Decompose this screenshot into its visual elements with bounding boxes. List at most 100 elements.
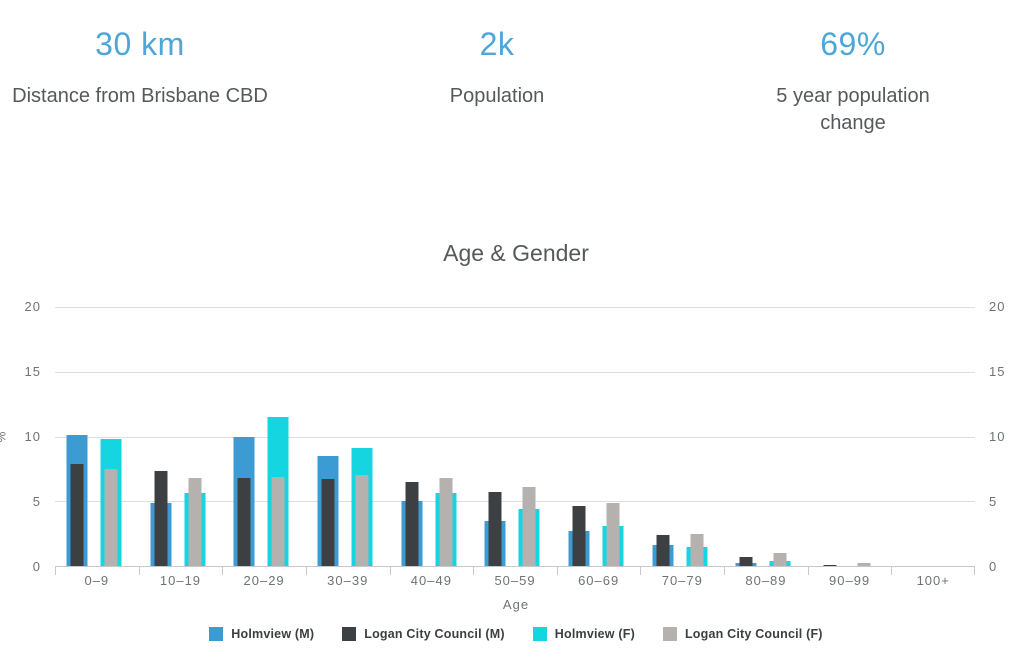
x-axis-spacer-left [0,573,55,588]
y-tick-label-left-15: 15 [24,364,41,379]
categories-container [55,307,976,575]
bar-cluster-1 [769,307,791,566]
x-axis-tick [222,567,224,575]
stat-distance: 30 km Distance from Brisbane CBD [12,27,268,110]
x-axis-category-label-10-19: 10–19 [159,573,202,588]
x-axis-tick [891,567,893,575]
category-group-50-59 [473,307,557,575]
x-axis-labels-inner: 0–9 10–19 20–29 30–39 40–49 50–59 60–69 70–79 80… [55,573,975,588]
stat-distance-label: Distance from Brisbane CBD [12,85,268,107]
legend-label-holmview-f: Holmview (F) [554,627,635,641]
gridline-15 [55,371,975,373]
category-group-10-19 [138,307,223,575]
bar-logan-city-council-m-30-39 [321,479,335,566]
bar-logan-city-council-m-10-19 [154,471,168,566]
stats-row: 30 km Distance from Brisbane CBD 2k Popu… [0,0,1032,175]
bar-logan-city-council-f-10-19 [188,477,202,566]
bar-cluster-1 [435,307,457,566]
stat-population-change-label: 5 year population change [776,85,930,134]
x-axis-tick [389,567,391,575]
stat-population-change-value: 69% [820,26,886,62]
bar-cluster-1 [184,307,206,566]
x-axis-category-label-70-79: 70–79 [661,573,703,588]
x-axis-category-label-80-89: 80–89 [745,573,787,588]
y-tick-label-left-5: 5 [32,494,41,509]
x-axis-category-label-60-69: 60–69 [578,573,620,588]
gridline-5 [55,501,975,503]
y-tick-label-right-0: 0 [989,559,998,574]
bar-logan-city-council-f-20-29 [271,476,285,566]
x-axis-tick [138,567,140,575]
plot-area [55,307,976,575]
legend-swatch-logan-city-council-f [662,627,677,641]
y-tick-label-right-20: 20 [989,299,1006,314]
x-axis-category-label-100: 100+ [916,573,950,588]
bar-cluster-0 [735,307,757,566]
bar-logan-city-council-m-20-29 [237,477,251,566]
x-axis-spacer-right [975,573,1032,588]
y-tick-label-left-10: 10 [24,429,41,444]
x-axis-category-label-20-29: 20–29 [243,573,285,588]
bar-cluster-1 [853,307,874,566]
category-group-90-99 [807,307,892,575]
bar-logan-city-council-f-30-39 [355,475,369,566]
x-axis-category-label-90-99: 90–99 [829,573,871,588]
bar-cluster-0 [66,307,88,566]
legend-label-logan-city-council-m: Logan City Council (M) [364,627,505,641]
chart-legend: Holmview (M) Logan City Council (M) Holmvi… [0,627,1032,641]
y-tick-label-right-5: 5 [989,494,998,509]
gridline-10 [55,436,975,438]
bar-cluster-1 [518,307,540,566]
legend-swatch-holmview-f [532,627,547,641]
x-axis-tick [473,567,475,575]
bar-logan-city-council-f-60-69 [606,502,620,566]
bar-logan-city-council-m-80-89 [739,556,753,566]
stat-population-label: Population [449,85,545,107]
x-axis-tick [640,567,642,575]
y-tick-label-left-0: 0 [32,559,41,574]
bar-logan-city-council-f-50-59 [522,487,536,566]
x-axis-category-label-50-59: 50–59 [494,573,536,588]
x-axis-category-label-40-49: 40–49 [410,573,452,588]
x-axis-tick [807,567,809,575]
bar-logan-city-council-m-60-69 [572,506,586,566]
bar-logan-city-council-f-80-89 [773,553,787,566]
x-axis-tick [974,567,976,575]
bar-cluster-0 [484,307,506,566]
bar-logan-city-council-m-40-49 [405,481,419,566]
chart-title: Age & Gender [443,240,589,266]
bar-cluster-0 [317,307,339,566]
bar-cluster-0 [903,307,924,566]
category-group-30-39 [305,307,390,575]
bar-cluster-0 [568,307,590,566]
legend-item-holmview-m[interactable]: Holmview (M) [209,627,314,641]
bar-cluster-1 [937,307,958,566]
bar-cluster-0 [233,307,255,566]
legend-item-logan-city-council-f[interactable]: Logan City Council (F) [662,627,823,641]
category-group-80-89 [724,307,808,575]
legend-swatch-holmview-m [209,627,224,641]
stat-population: 2k Population [450,27,545,110]
bar-logan-city-council-f-40-49 [439,477,453,566]
bar-logan-city-council-f-90-99 [857,562,871,566]
bar-cluster-1 [351,307,373,566]
legend-item-logan-city-council-m[interactable]: Logan City Council (M) [342,627,505,641]
y-tick-label-left-20: 20 [24,299,41,314]
stat-population-value: 2k [479,26,515,62]
x-axis-tick [724,567,726,575]
bar-cluster-1 [686,307,708,566]
stat-distance-value: 30 km [95,26,185,62]
bar-cluster-0 [819,307,840,566]
category-group-70-79 [640,307,724,575]
legend-item-holmview-f[interactable]: Holmview (F) [532,627,635,641]
legend-label-holmview-m: Holmview (M) [231,627,315,641]
x-axis-tick [556,567,558,575]
bar-logan-city-council-m-50-59 [488,492,502,566]
bar-logan-city-council-f-70-79 [690,533,704,566]
bar-logan-city-council-m-70-79 [656,534,670,566]
x-axis-labels: 0–9 10–19 20–29 30–39 40–49 50–59 60–69 70–79 80… [0,573,1032,588]
x-axis-tick [305,567,307,575]
category-group-40-49 [389,307,474,575]
